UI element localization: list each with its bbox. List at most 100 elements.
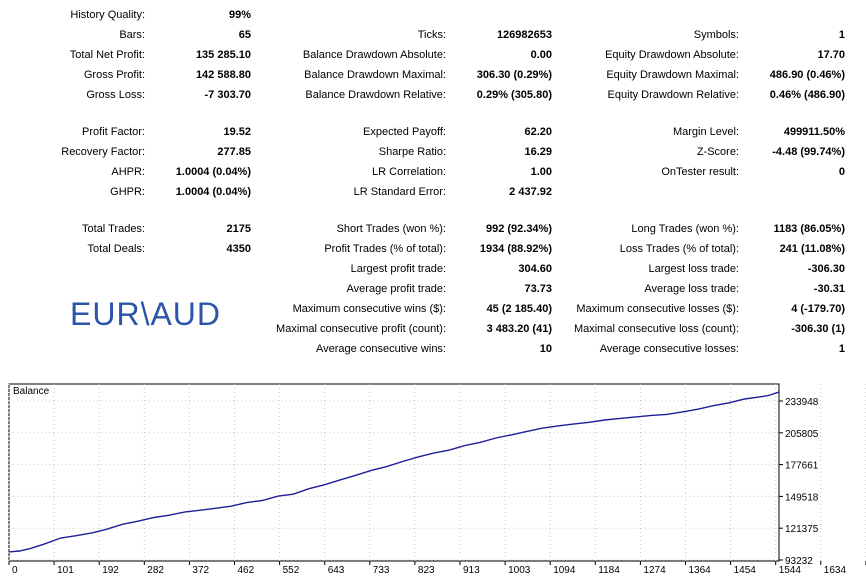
stat-value: 19.52: [223, 126, 251, 138]
stat-label: Maximal consecutive profit (count):: [276, 323, 446, 335]
stat-value: 45 (2 185.40): [486, 303, 552, 315]
stat-label: LR Correlation:: [372, 166, 446, 178]
stat-value: 4350: [226, 243, 251, 255]
stat-row: Average consecutive wins: 10: [0, 339, 866, 359]
x-tick-label: 643: [328, 565, 345, 576]
stat-label: Total Deals:: [87, 243, 145, 255]
x-tick-label: 0: [12, 565, 18, 576]
stat-value: 306.30 (0.29%): [476, 69, 552, 81]
stat-row: Maximum consecutive losses ($): 4 (-179.7…: [0, 299, 866, 319]
stat-label: Margin Level:: [672, 126, 739, 138]
stat-label: Balance Drawdown Relative:: [305, 89, 446, 101]
stat-label: Balance Drawdown Maximal:: [304, 69, 446, 81]
stat-value: 16.29: [524, 146, 552, 158]
symbol-logo: EUR\AUD: [70, 296, 222, 332]
stat-row: Equity Drawdown Maximal: 486.90 (0.46%): [0, 65, 866, 85]
stat-label: Sharpe Ratio:: [378, 146, 446, 158]
x-tick-label: 101: [57, 565, 74, 576]
stat-row: History Quality: 99%: [0, 5, 866, 25]
stat-row: Total Net Profit: 135 285.10: [0, 45, 866, 65]
stat-value: -306.30 (1): [791, 323, 845, 335]
stat-label: Largest loss trade:: [648, 263, 740, 275]
x-tick-label: 552: [283, 565, 300, 576]
stat-label: Z-Score:: [696, 146, 739, 158]
stat-label: Balance Drawdown Absolute:: [302, 49, 446, 61]
stat-row: Expected Payoff: 62.20: [0, 122, 866, 142]
stat-label: OnTester result:: [661, 166, 739, 178]
stat-row: Maximum consecutive wins ($): 45 (2 185.4…: [0, 299, 866, 319]
stat-value: 2 437.92: [509, 186, 552, 198]
stat-row: Balance Drawdown Relative: 0.29% (305.80): [0, 85, 866, 105]
x-tick-label: 913: [463, 565, 480, 576]
stat-row: Sharpe Ratio: 16.29: [0, 142, 866, 162]
stat-label: Short Trades (won %):: [336, 223, 446, 235]
stat-label: LR Standard Error:: [353, 186, 446, 198]
stat-value: 3 483.20 (41): [486, 323, 552, 335]
balance-chart: 0 101 192 282 372 462 552 643 733 823 913 1003 1094 1…: [0, 378, 866, 584]
stat-label: Ticks:: [417, 29, 446, 41]
stat-row: Maximal consecutive loss (count): -306.30…: [0, 319, 866, 339]
x-tick-label: 733: [373, 565, 390, 576]
stat-row: Total Deals: 4350: [0, 239, 866, 259]
y-tick-label: 233948: [785, 397, 819, 408]
stat-label: Average consecutive losses:: [599, 343, 739, 355]
balance-chart-svg: 0 101 192 282 372 462 552 643 733 823 913 1003 1094 1…: [8, 383, 866, 576]
x-tick-label: 1544: [779, 565, 802, 576]
stat-value: 4 (-179.70): [791, 303, 845, 315]
stat-label: GHPR:: [110, 186, 145, 198]
stat-row: GHPR: 1.0004 (0.04%): [0, 182, 866, 202]
x-tick-label: 823: [418, 565, 435, 576]
y-tick-label: 93232: [785, 556, 813, 567]
stat-value: 0: [838, 166, 845, 178]
stat-label: Average profit trade:: [346, 283, 446, 295]
stat-value: 62.20: [524, 126, 552, 138]
stat-row: Equity Drawdown Absolute: 17.70: [0, 45, 866, 65]
stat-label: Profit Factor:: [82, 126, 145, 138]
stat-value: 499911.50%: [783, 126, 845, 138]
stat-label: Profit Trades (% of total):: [324, 243, 446, 255]
stat-value: 241 (11.08%): [779, 243, 845, 255]
stat-row: Total Trades: 2175: [0, 219, 866, 239]
stat-label: Loss Trades (% of total):: [619, 243, 739, 255]
stat-row: Gross Loss: -7 303.70: [0, 85, 866, 105]
stat-row: OnTester result: 0: [0, 162, 866, 182]
x-tick-label: 1454: [734, 565, 757, 576]
x-tick-label: 1094: [553, 565, 576, 576]
stat-value: 142 588.80: [195, 69, 251, 81]
stat-row: Average profit trade: 73.73: [0, 279, 866, 299]
x-tick-label: 372: [192, 565, 209, 576]
stat-row: LR Correlation: 1.00: [0, 162, 866, 182]
stat-row: Balance Drawdown Absolute: 0.00: [0, 45, 866, 65]
stat-row: Ticks: 126982653: [0, 25, 866, 45]
plot-frame: [8, 383, 780, 562]
stat-label: History Quality:: [70, 9, 145, 21]
stat-value: 17.70: [817, 49, 845, 61]
stat-label: Maximal consecutive loss (count):: [573, 323, 739, 335]
stat-value: -7 303.70: [204, 89, 251, 101]
stat-row: Loss Trades (% of total): 241 (11.08%): [0, 239, 866, 259]
stat-label: Maximum consecutive losses ($):: [576, 303, 739, 315]
x-tick-label: 1364: [689, 565, 712, 576]
stat-value: 1.00: [530, 166, 552, 178]
stat-label: Expected Payoff:: [363, 126, 446, 138]
stat-value: 0.29% (305.80): [476, 89, 552, 101]
stat-row: Equity Drawdown Relative: 0.46% (486.90): [0, 85, 866, 105]
stat-label: AHPR:: [111, 166, 145, 178]
stat-label: Bars:: [119, 29, 145, 41]
stat-value: 992 (92.34%): [485, 223, 552, 235]
stat-row: Profit Trades (% of total): 1934 (88.92%): [0, 239, 866, 259]
stat-row: Z-Score: -4.48 (99.74%): [0, 142, 866, 162]
stat-row: Maximal consecutive profit (count): 3 483…: [0, 319, 866, 339]
y-tick-label: 121375: [785, 524, 819, 535]
stat-row: LR Standard Error: 2 437.92: [0, 182, 866, 202]
stat-row: AHPR: 1.0004 (0.04%): [0, 162, 866, 182]
stat-label: Recovery Factor:: [61, 146, 145, 158]
report-stats: History Quality: 99% Bars: 65 Total Net Prof…: [0, 5, 866, 359]
stat-value: 2175: [226, 223, 251, 235]
y-tick-label: 177661: [785, 461, 819, 472]
stat-row: Largest profit trade: 304.60: [0, 259, 866, 279]
stat-value: 99%: [228, 9, 251, 21]
stat-row: Average loss trade: -30.31: [0, 279, 866, 299]
stat-row: Bars: 65: [0, 25, 866, 45]
stat-label: Average loss trade:: [644, 283, 739, 295]
